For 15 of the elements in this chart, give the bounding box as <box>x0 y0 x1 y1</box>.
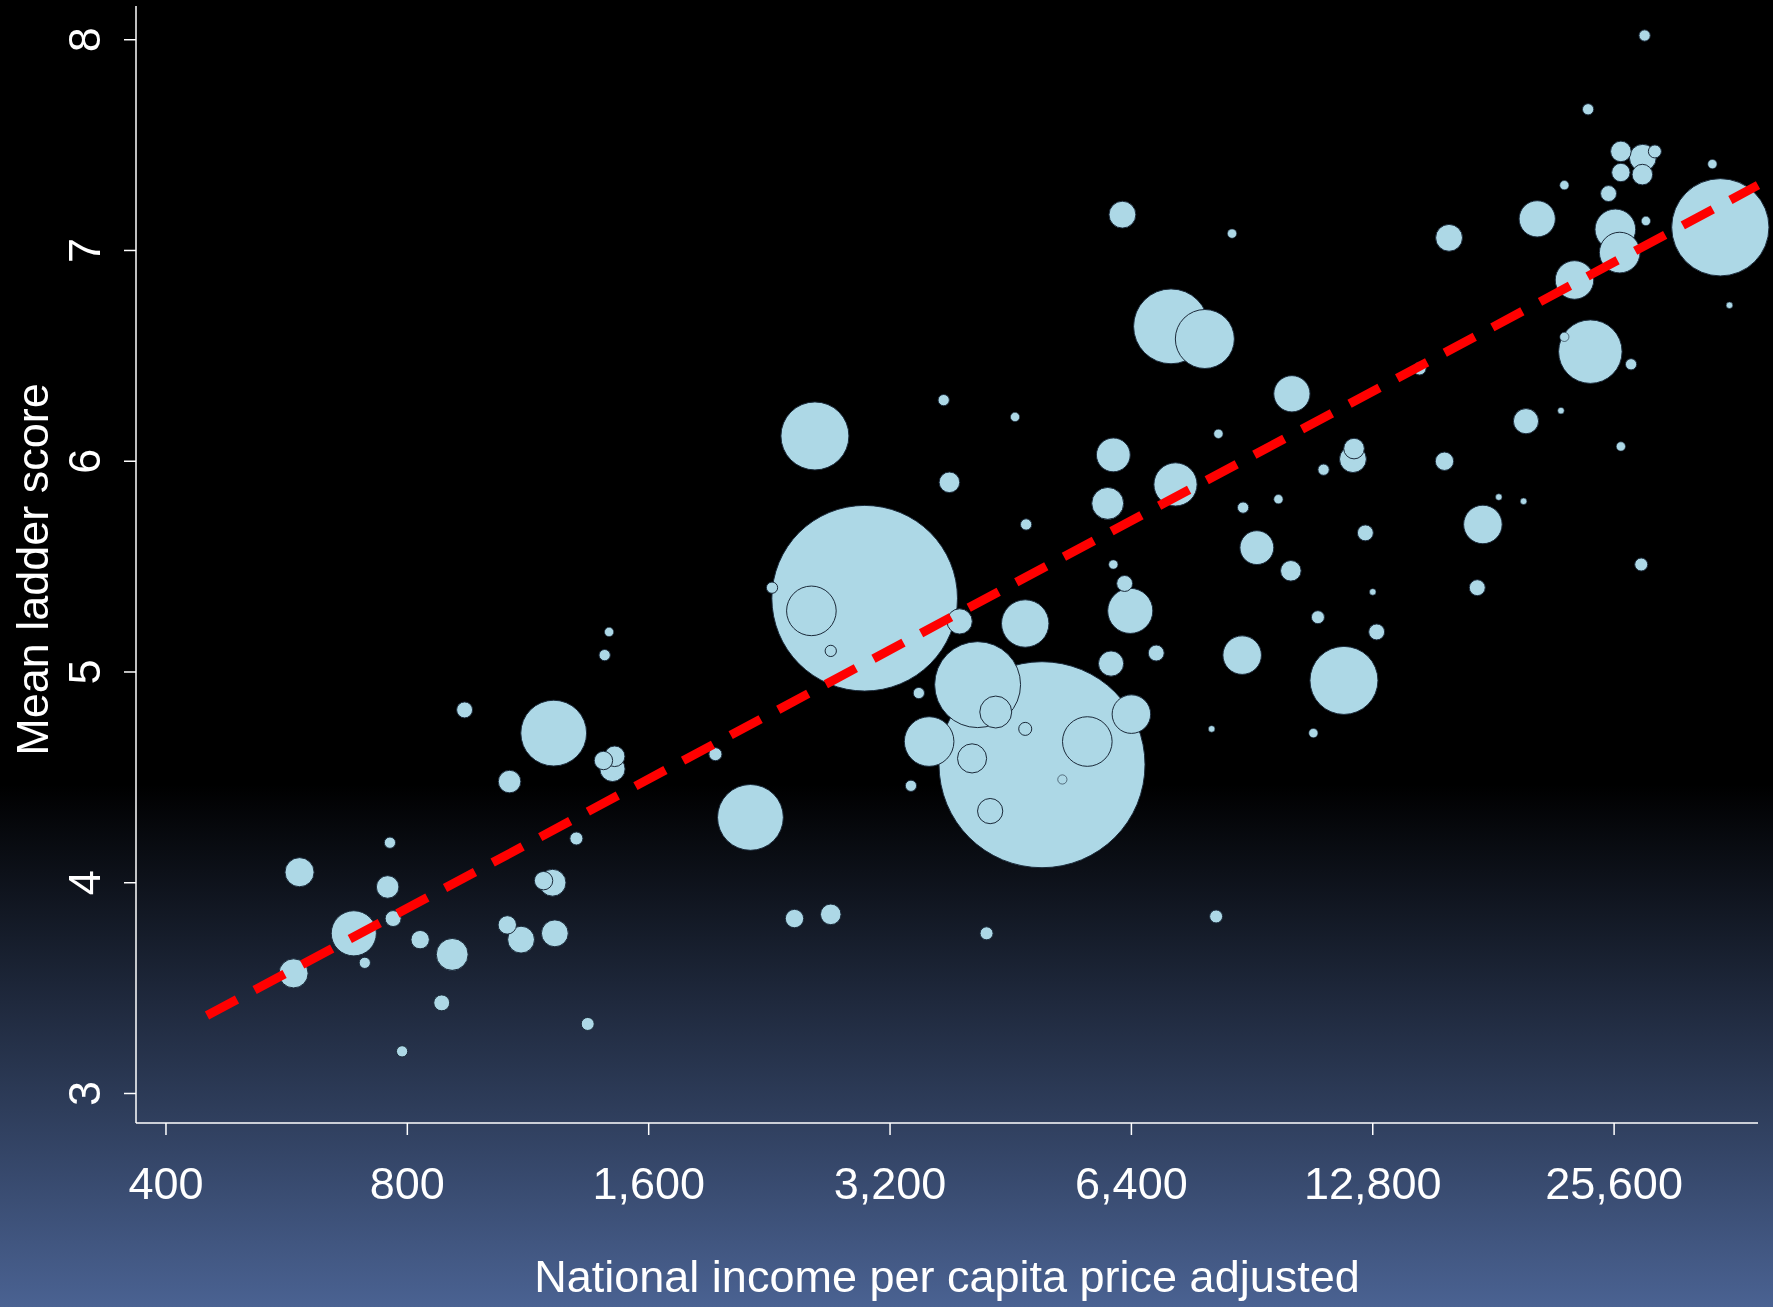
x-tick-label: 1,600 <box>592 1158 705 1209</box>
y-tick-label: 4 <box>59 870 110 896</box>
y-tick-label: 7 <box>59 237 110 263</box>
x-tick-label: 12,800 <box>1303 1158 1442 1209</box>
x-axis-title: National income per capita price adjusted <box>534 1251 1360 1302</box>
x-tick-label: 400 <box>128 1158 204 1209</box>
x-tick-label: 6,400 <box>1075 1158 1188 1209</box>
y-tick-label: 5 <box>59 659 110 685</box>
y-tick-label: 3 <box>59 1080 110 1107</box>
y-axis-title: Mean ladder score <box>7 383 58 756</box>
x-tick-label: 25,600 <box>1545 1158 1683 1209</box>
x-tick-label: 3,200 <box>833 1158 947 1209</box>
y-tick-label: 8 <box>59 27 110 53</box>
x-tick-label: 800 <box>369 1158 445 1209</box>
y-tick-label: 6 <box>59 448 110 474</box>
